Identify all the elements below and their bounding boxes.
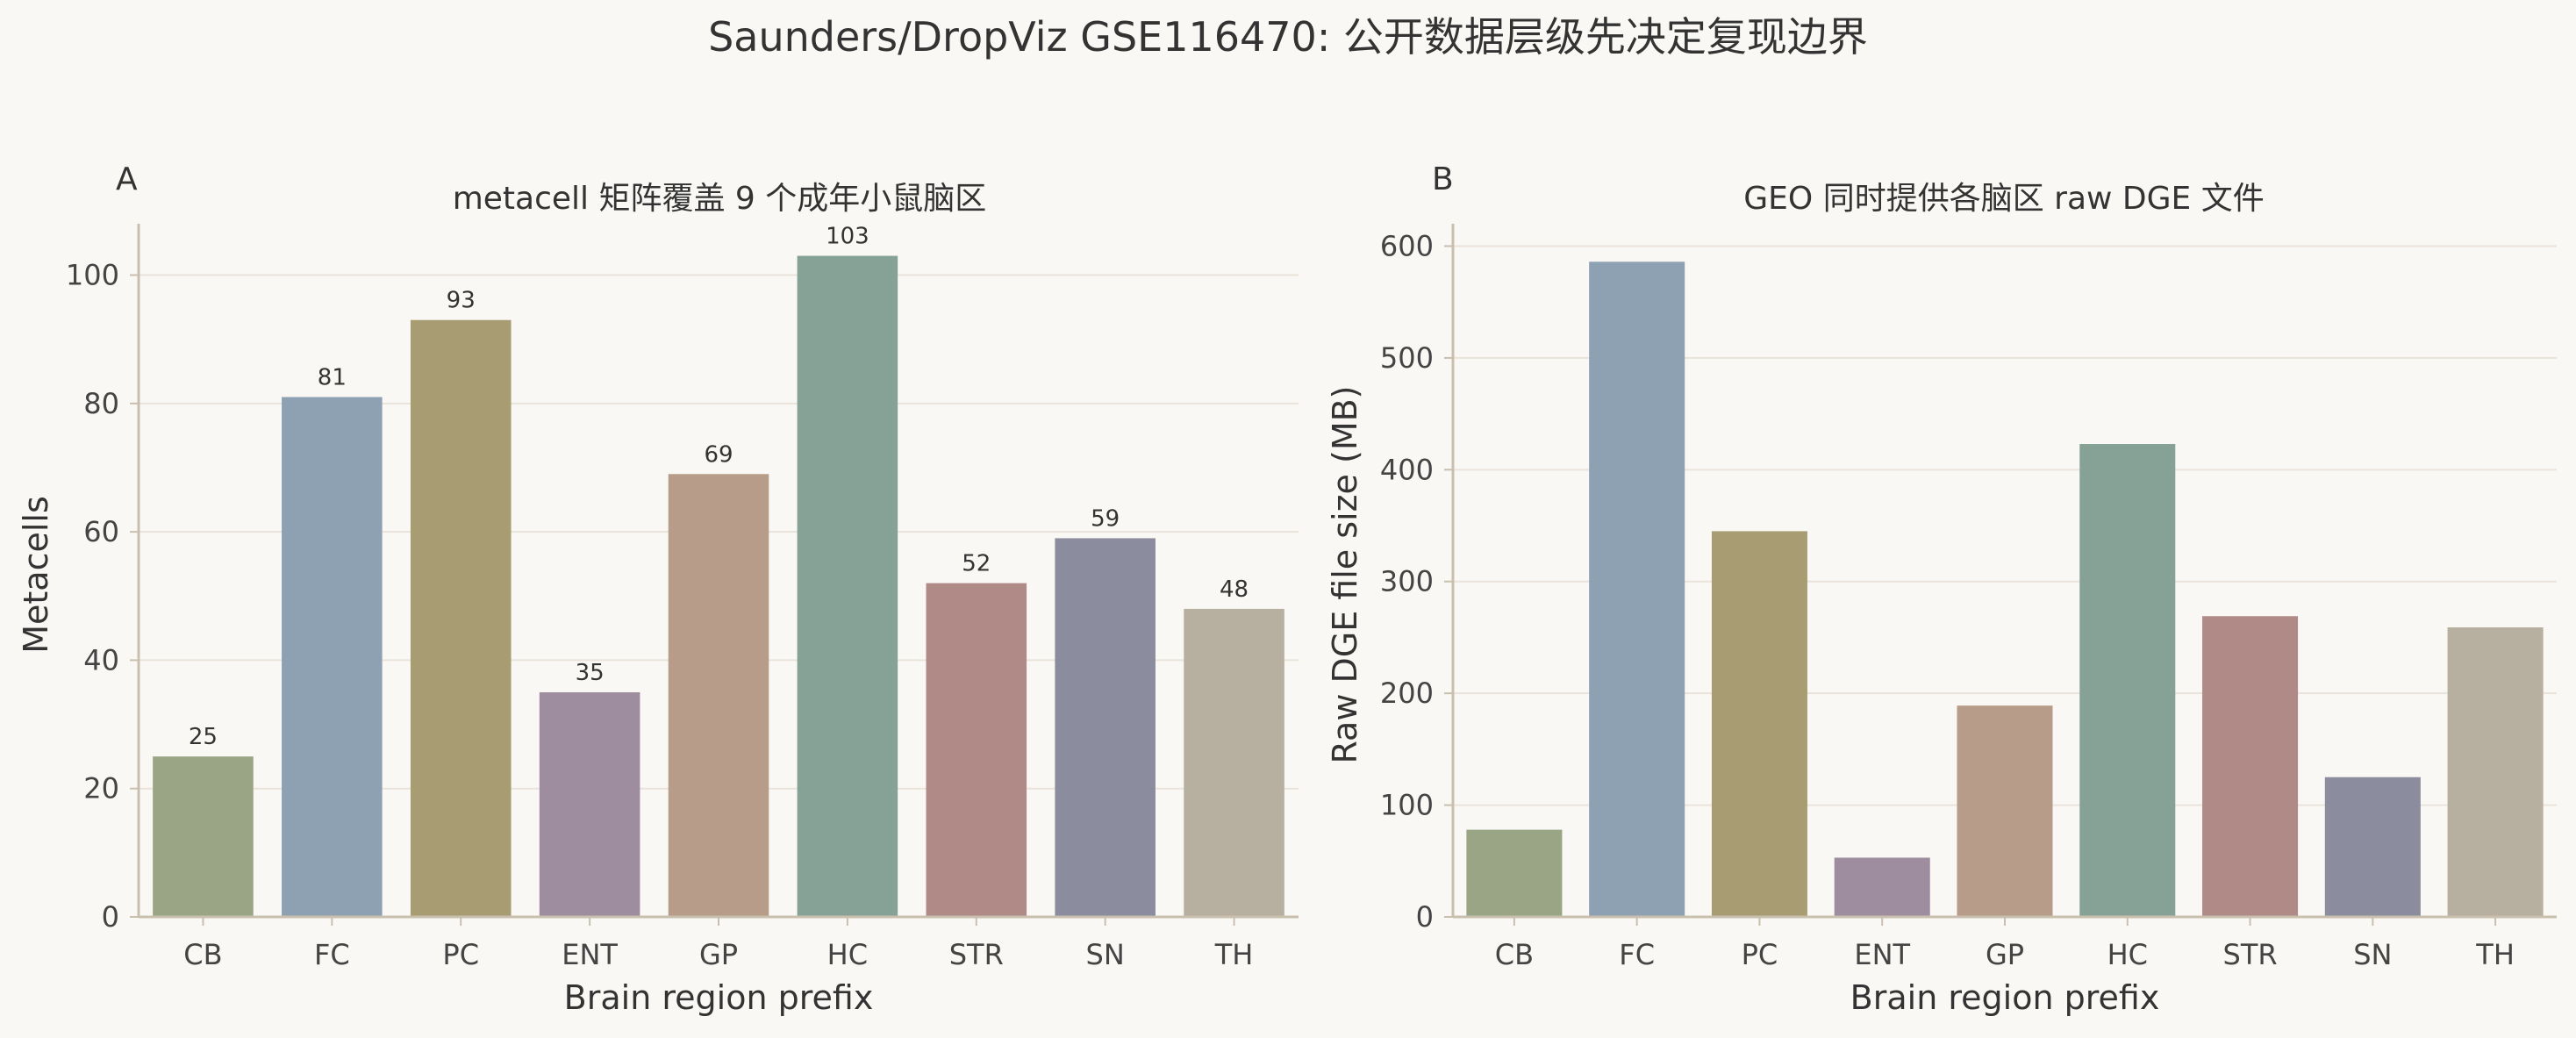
panel-a-y-tick-label: 80 xyxy=(83,387,119,420)
panel-b-y-tick-label: 200 xyxy=(1380,676,1434,710)
panel-a-y-ticks: 0 20 40 60 80 100 xyxy=(66,259,139,934)
panel-b-x-tick-label: ENT xyxy=(1854,938,1910,971)
panel-a-bars xyxy=(153,255,1284,917)
panel-a-x-tick-label: HC xyxy=(827,938,868,971)
panel-b-ylabel: Raw DGE file size (MB) xyxy=(1326,385,1364,763)
panel-a-bar-label: 48 xyxy=(1220,576,1249,603)
panel-b-x-tick-label: FC xyxy=(1619,938,1655,971)
panel-b-x-tick-label: HC xyxy=(2107,938,2148,971)
panel-b-x-tick-label: STR xyxy=(2223,938,2278,971)
panel-a-bar-label: 35 xyxy=(576,660,605,686)
panel-b-x-tick-label: PC xyxy=(1742,938,1778,971)
panel-b: B GEO 同时提供各脑区 raw DGE 文件 0 100 200 300 400 50… xyxy=(1326,161,2557,1017)
panel-a-bar-label: 81 xyxy=(318,365,347,391)
panel-a-bar-label: 93 xyxy=(447,288,476,314)
panel-a-x-tick-label: FC xyxy=(314,938,350,971)
panel-a-bar-label: 52 xyxy=(962,551,991,577)
panel-a-bar-gp xyxy=(668,474,769,917)
panel-a-y-tick-label: 20 xyxy=(83,772,119,805)
panel-a-x-tick-label: GP xyxy=(699,938,738,971)
panel-b-y-tick-label: 100 xyxy=(1380,789,1434,822)
panel-b-bar-ent xyxy=(1834,857,1930,917)
figure-suptitle: Saunders/DropViz GSE116470: 公开数据层级先决定复现边… xyxy=(708,13,1868,61)
panel-a-y-tick-label: 0 xyxy=(102,900,119,934)
panel-a-bar-label: 69 xyxy=(704,441,733,468)
panel-b-bar-cb xyxy=(1466,829,1563,917)
panel-a-x-tick-label: CB xyxy=(183,938,222,971)
panel-a-bar-fc xyxy=(282,397,383,917)
panel-b-x-tick-label: TH xyxy=(2475,938,2515,971)
panel-a-bar-label: 103 xyxy=(826,224,869,250)
panel-a-x-tick-label: STR xyxy=(949,938,1004,971)
panel-b-bar-pc xyxy=(1711,531,1807,917)
panel-a-x-tick-label: SN xyxy=(1086,938,1125,971)
panel-a-bar-pc xyxy=(410,319,512,917)
panel-a-xlabel: Brain region prefix xyxy=(564,978,874,1017)
panel-a-x-tick-label: TH xyxy=(1214,938,1254,971)
panel-b-y-ticks: 0 100 200 300 400 500 600 xyxy=(1380,229,1453,934)
panel-a-y-tick-label: 40 xyxy=(83,643,119,676)
panel-a: A metacell 矩阵覆盖 9 个成年小鼠脑区 25 81 93 35 69 103 5… xyxy=(17,161,1299,1017)
panel-a-bar-label: 59 xyxy=(1091,505,1120,532)
panel-b-bar-sn xyxy=(2324,777,2421,917)
panel-a-bar-label: 25 xyxy=(189,724,218,750)
panel-a-x-ticks: CB FC PC ENT GP HC STR SN TH xyxy=(183,917,1253,971)
panel-b-bar-gp xyxy=(1957,705,2053,917)
panel-b-bar-fc xyxy=(1589,261,1685,917)
panel-b-y-tick-label: 600 xyxy=(1380,229,1434,262)
panel-b-x-tick-label: GP xyxy=(1986,938,2024,971)
panel-b-x-tick-label: SN xyxy=(2353,938,2392,971)
panel-a-y-tick-label: 100 xyxy=(66,259,119,292)
panel-b-y-tick-label: 300 xyxy=(1380,565,1434,598)
panel-a-x-tick-label: PC xyxy=(442,938,479,971)
panel-b-y-tick-label: 400 xyxy=(1380,453,1434,486)
panel-a-bar-th xyxy=(1184,608,1284,917)
panel-a-bar-sn xyxy=(1055,538,1156,917)
panel-a-y-tick-label: 60 xyxy=(83,515,119,548)
panel-b-y-tick-label: 0 xyxy=(1416,900,1434,934)
panel-b-letter: B xyxy=(1432,161,1454,197)
panel-a-ylabel: Metacells xyxy=(17,496,55,654)
panel-a-x-tick-label: ENT xyxy=(562,938,618,971)
panel-b-x-tick-label: CB xyxy=(1495,938,1534,971)
panel-a-bar-hc xyxy=(797,255,898,917)
panel-b-y-tick-label: 500 xyxy=(1380,341,1434,375)
panel-b-bar-hc xyxy=(2079,444,2176,918)
panel-b-x-ticks: CB FC PC ENT GP HC STR SN TH xyxy=(1495,917,2515,971)
panel-b-xlabel: Brain region prefix xyxy=(1850,978,2160,1017)
panel-a-bar-ent xyxy=(539,691,640,917)
panel-b-bar-th xyxy=(2447,626,2544,917)
panel-a-title: metacell 矩阵覆盖 9 个成年小鼠脑区 xyxy=(453,181,987,217)
panel-a-bar-labels: 25 81 93 35 69 103 52 59 48 xyxy=(189,224,1249,751)
panel-b-title: GEO 同时提供各脑区 raw DGE 文件 xyxy=(1743,181,2264,217)
panel-b-bar-str xyxy=(2202,616,2299,917)
panel-a-bar-str xyxy=(926,583,1027,917)
panel-a-letter: A xyxy=(116,161,138,197)
panel-a-bar-cb xyxy=(153,756,254,917)
panel-b-bars xyxy=(1466,261,2544,918)
